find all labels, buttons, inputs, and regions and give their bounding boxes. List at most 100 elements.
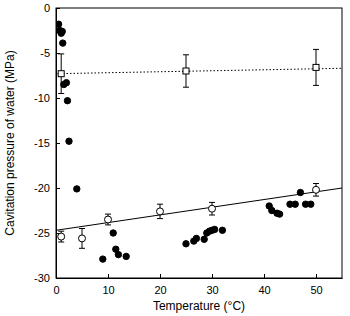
error-bar-cap [313,49,319,50]
error-bar-cap [183,54,189,55]
error-bar-cap [209,202,215,203]
y-tick-mark [56,188,60,189]
error-bar-cap [313,85,319,86]
error-bar-cap [58,53,64,54]
point [64,98,70,104]
y-tick-mark [56,278,60,279]
error-bar-cap [58,93,64,94]
y-tick: -20 [34,182,60,194]
x-tick: 10 [102,274,114,296]
point [59,28,65,34]
point [58,233,65,240]
y-axis: -30 -25 -20 -15 -10 -5 0 [34,2,60,284]
y-tick: -5 [40,47,60,59]
fit-line [56,188,342,230]
error-bar [313,49,319,85]
point [100,256,106,262]
point [183,68,189,74]
x-tick-mark [212,274,213,278]
point [74,186,80,192]
point [123,253,129,259]
error-bar [105,214,111,225]
x-axis: 0 10 20 30 40 50 [53,274,342,296]
error-bar-cap [58,242,64,243]
x-tick-mark [316,274,317,278]
point [110,230,116,236]
y-tick-label: -15 [34,137,50,149]
x-tick-label: 0 [53,284,59,296]
error-bar-cap [157,204,163,205]
error-bar [58,231,64,242]
x-tick-mark [160,274,161,278]
x-tick-label: 10 [102,284,114,296]
y-tick: -10 [34,92,60,104]
x-tick: 40 [258,274,270,296]
x-tick-label: 30 [206,284,218,296]
point [193,235,199,241]
point [209,205,216,212]
point [63,80,69,86]
x-axis-line [57,278,343,279]
series [58,49,319,93]
y-tick: -30 [34,272,60,284]
x-tick-mark [264,274,265,278]
error-bar-cap [183,87,189,88]
point [157,208,164,215]
y-tick: -25 [34,227,60,239]
error-bar [313,184,319,197]
x-tick: 20 [154,274,166,296]
point [66,138,72,144]
point [183,241,189,247]
plot-frame [56,8,342,278]
error-bar-cap [209,215,215,216]
point [211,226,217,232]
x-tick-label: 20 [154,284,166,296]
plot: 0 10 20 30 40 50 -30 -25 -20 -15 -10 -5 0 [34,2,342,296]
x-axis-title: Temperature (°C) [153,299,245,313]
y-tick-label: -30 [34,272,50,284]
error-bar [183,55,189,87]
x-tick-mark [108,274,109,278]
point [105,216,112,223]
fit-line [56,68,342,73]
error-bar-cap [79,228,85,229]
error-bar-cap [105,224,111,225]
error-bar-cap [157,218,163,219]
y-tick-label: -5 [40,47,50,59]
error-bar-cap [58,231,64,232]
error-bar-cap [105,214,111,215]
y-tick-label: 0 [44,2,50,14]
error-bar [58,54,64,94]
error-bar [79,229,85,249]
point [313,64,319,70]
point [60,40,66,46]
error-bar-cap [313,196,319,197]
y-tick-mark [56,98,60,99]
point [276,211,282,217]
y-tick-mark [56,143,60,144]
point [201,236,207,242]
point [56,21,62,27]
point [308,201,314,207]
error-bar [209,202,215,215]
x-tick: 30 [206,274,218,296]
x-tick-label: 40 [258,284,270,296]
point [58,71,64,77]
point [313,186,320,193]
point [297,189,303,195]
y-tick: -15 [34,137,60,149]
chart: 0 10 20 30 40 50 -30 -25 -20 -15 -10 -5 0 Temperature… [0,0,350,316]
point [115,251,121,257]
x-tick: 50 [310,274,322,296]
series [58,184,320,249]
y-tick-label: -10 [34,92,50,104]
data-area [56,21,342,262]
point [79,235,86,242]
error-bar [157,204,163,218]
y-tick-label: -25 [34,227,50,239]
y-tick-label: -20 [34,182,50,194]
y-tick: 0 [44,2,60,14]
error-bar-cap [79,248,85,249]
x-tick-label: 50 [310,284,322,296]
y-axis-title: Cavitation pressure of water (MPa) [3,50,17,235]
